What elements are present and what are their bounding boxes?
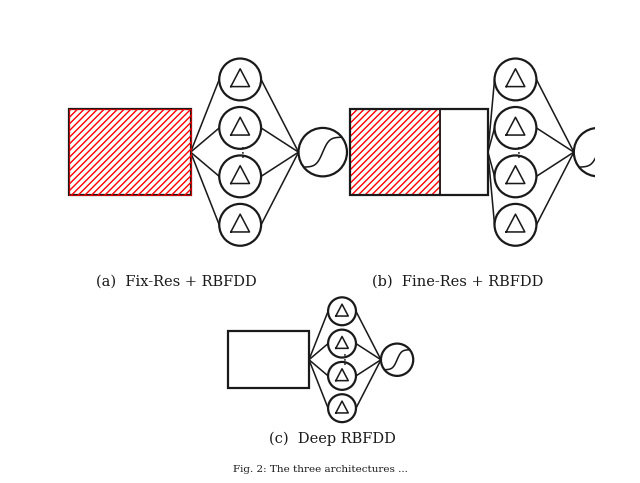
Text: Fig. 2: The three architectures ...: Fig. 2: The three architectures ...	[232, 465, 408, 474]
Text: (c)  Deep RBFDD: (c) Deep RBFDD	[269, 431, 396, 446]
Bar	[350, 110, 488, 195]
Circle shape	[495, 107, 536, 149]
Circle shape	[381, 343, 413, 376]
Bar	[228, 331, 309, 388]
Bar	[350, 110, 440, 195]
Circle shape	[328, 329, 356, 357]
Bar	[70, 110, 191, 195]
Circle shape	[220, 156, 261, 197]
Circle shape	[220, 58, 261, 100]
Circle shape	[298, 128, 347, 176]
Circle shape	[495, 58, 536, 100]
Circle shape	[220, 204, 261, 246]
Circle shape	[328, 394, 356, 422]
Text: $\vdots$: $\vdots$	[511, 144, 520, 160]
Circle shape	[495, 204, 536, 246]
Text: (b)  Fine-Res + RBFDD: (b) Fine-Res + RBFDD	[372, 274, 543, 288]
Text: $\vdots$: $\vdots$	[337, 352, 347, 367]
Circle shape	[495, 156, 536, 197]
Circle shape	[328, 362, 356, 390]
Circle shape	[574, 128, 622, 176]
Bar	[350, 110, 440, 195]
Circle shape	[328, 298, 356, 325]
Circle shape	[220, 107, 261, 149]
Text: (a)  Fix-Res + RBFDD: (a) Fix-Res + RBFDD	[97, 274, 257, 288]
Bar	[70, 110, 191, 195]
Bar	[440, 110, 488, 195]
Text: $\vdots$: $\vdots$	[236, 144, 245, 160]
